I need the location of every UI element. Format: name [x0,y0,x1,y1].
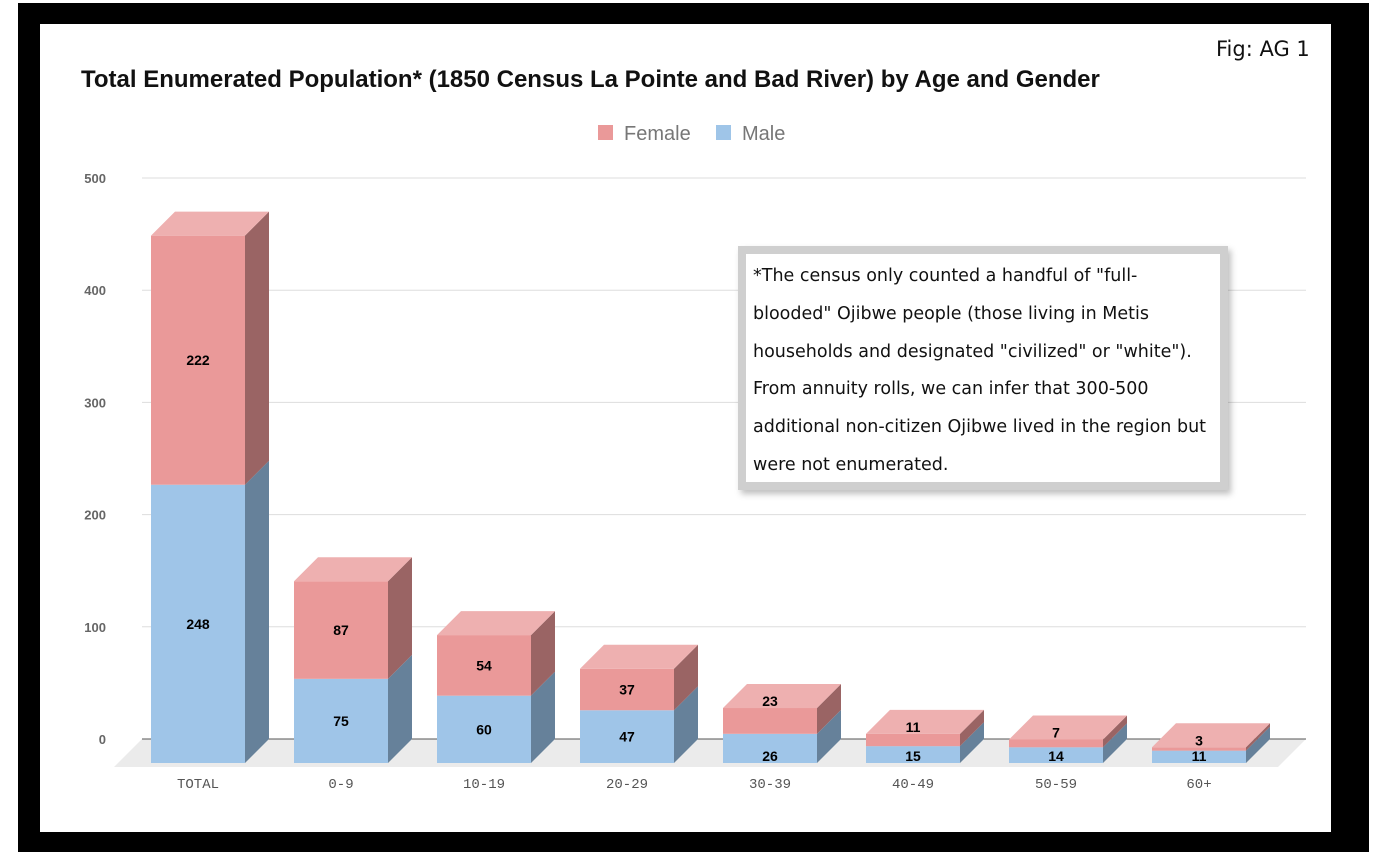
female-bar [1152,747,1246,751]
x-tick-label: 40-49 [892,777,934,793]
male-bar [866,746,960,763]
male-value-label: 248 [186,616,210,632]
x-tick-label: TOTAL [177,777,219,793]
male-bar-side [960,722,984,763]
female-bar-side [531,611,555,696]
female-value-label: 11 [906,719,921,735]
male-value-label: 47 [619,729,635,745]
female-bar-side [817,684,841,734]
male-value-label: 11 [1192,748,1207,764]
y-tick-label: 100 [84,620,106,635]
male-bar-side [388,654,412,763]
legend-label-female: Female [624,123,691,145]
chart-floor [114,739,1306,767]
census-note-box: *The census only counted a handful of "f… [738,246,1228,490]
female-bar [1009,739,1103,748]
male-bar-side [531,671,555,763]
female-bar [580,668,674,711]
female-value-label: 3 [1195,732,1203,748]
female-bar [723,708,817,734]
female-bar-side [388,557,412,679]
male-value-label: 60 [476,721,492,737]
male-bar-side [674,686,698,763]
male-bar [437,695,531,763]
x-tick-label: 20-29 [606,777,648,793]
y-tick-label: 400 [84,283,106,298]
male-bar [580,710,674,763]
female-bar [294,581,388,679]
legend-swatch-female [598,125,613,140]
female-bar-side [245,211,269,485]
chart-title: Total Enumerated Population* (1850 Censu… [81,66,1100,93]
census-note-text: *The census only counted a handful of "f… [753,266,1207,475]
male-value-label: 75 [333,713,349,729]
male-value-label: 14 [1048,748,1064,764]
female-bar-top [1152,723,1270,748]
female-bar-side [1246,723,1270,751]
x-tick-label: 10-19 [463,777,505,793]
male-value-label: 26 [762,748,778,764]
female-value-label: 87 [333,622,349,638]
female-bar [437,635,531,696]
x-tick-label: 0-9 [328,777,353,793]
female-bar-top [580,644,698,669]
female-value-label: 7 [1052,724,1060,740]
legend-swatch-male [716,125,731,140]
male-bar [294,678,388,763]
legend-label-male: Male [742,123,785,145]
male-bar-side [1246,726,1270,763]
y-tick-label: 500 [84,171,106,186]
female-value-label: 23 [762,693,778,709]
y-tick-label: 200 [84,508,106,523]
female-bar-top [723,684,841,709]
female-value-label: 222 [186,352,210,368]
figure-label: Fig: AG 1 [1216,37,1310,61]
x-tick-label: 50-59 [1035,777,1077,793]
female-bar-top [437,611,555,636]
female-bar-side [674,644,698,711]
male-bar [1009,747,1103,763]
female-bar-top [1009,715,1127,740]
female-bar [866,733,960,747]
female-bar-side [960,709,984,747]
female-value-label: 54 [476,657,492,673]
male-bar [151,484,245,763]
female-bar-top [151,211,269,236]
y-tick-label: 300 [84,395,106,410]
female-bar-top [294,557,412,582]
female-bar-side [1103,715,1127,748]
male-bar-side [1103,723,1127,763]
male-bar-side [245,460,269,763]
x-tick-label: 60+ [1186,777,1211,793]
female-bar-top [866,709,984,734]
female-bar [151,235,245,485]
male-bar-side [817,709,841,763]
male-bar [723,733,817,763]
y-tick-label: 0 [99,732,106,747]
male-bar [1152,750,1246,763]
x-tick-label: 30-39 [749,777,791,793]
female-value-label: 37 [619,682,635,698]
male-value-label: 15 [905,748,921,764]
